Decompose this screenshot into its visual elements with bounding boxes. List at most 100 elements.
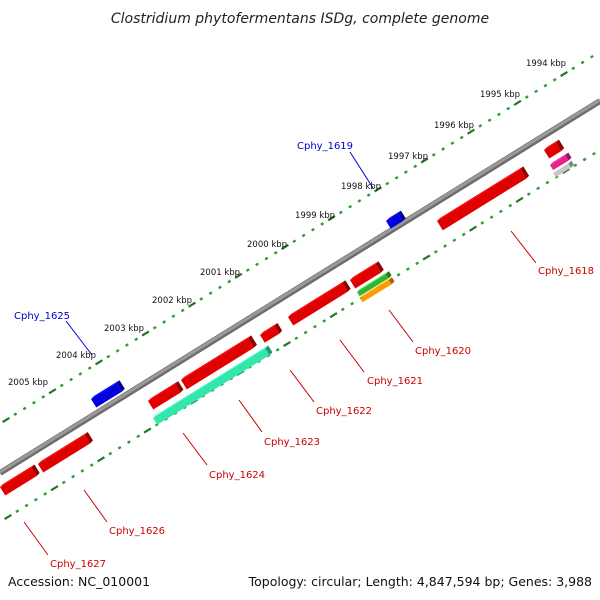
feature-orange-strip[interactable] [360, 277, 395, 303]
minor-tick [15, 509, 20, 514]
gene-label-cphy-1627[interactable]: Cphy_1627 [50, 559, 106, 570]
major-tick [95, 359, 103, 366]
feature-teal-strip[interactable] [153, 345, 273, 425]
major-tick [515, 196, 524, 203]
minor-tick [366, 193, 371, 197]
gene-cphy-1622[interactable] [260, 323, 283, 343]
gene-cphy-1627[interactable] [0, 464, 40, 496]
leader-cphy-1618 [510, 230, 537, 264]
gene-label-cphy-1626[interactable]: Cphy_1626 [109, 526, 165, 537]
minor-tick [217, 285, 222, 290]
minor-tick [573, 163, 578, 168]
leader-cphy-1619 [349, 151, 374, 189]
major-tick [422, 254, 431, 261]
minor-tick [255, 262, 260, 267]
minor-tick [580, 60, 585, 65]
minor-tick [403, 170, 408, 174]
gene-label-cphy-1621[interactable]: Cphy_1621 [367, 376, 423, 387]
major-tick [97, 456, 105, 463]
minor-tick [508, 203, 513, 208]
feature-magenta-strip[interactable] [550, 152, 572, 171]
minor-tick [41, 395, 46, 399]
gene-label-cphy-1624[interactable]: Cphy_1624 [209, 470, 265, 481]
gene-cphy-1620[interactable] [350, 261, 384, 289]
minor-tick [127, 440, 131, 444]
scale-labels: 1994 kbp 1995 kbp 1996 kbp 1997 kbp 1998… [8, 59, 566, 388]
minor-tick [357, 199, 362, 203]
genome-summary-text: Topology: circular; Length: 4,847,594 bp… [248, 574, 592, 589]
leader-cphy-1625 [65, 320, 93, 356]
accession-text: Accession: NC_010001 [8, 574, 150, 589]
major-tick [141, 330, 150, 337]
major-tick [4, 513, 12, 521]
minor-tick [396, 272, 401, 277]
minor-tick [245, 268, 250, 272]
scale-label: 2003 kbp [104, 324, 144, 334]
minor-tick [227, 279, 232, 284]
leader-cphy-1626 [83, 489, 108, 523]
minor-tick [273, 250, 278, 255]
gene-cphy-1621[interactable] [288, 280, 351, 326]
major-tick [560, 70, 568, 78]
leader-cphy-1621 [339, 339, 365, 373]
minor-tick [71, 474, 76, 479]
minor-tick [571, 66, 576, 71]
gene-cphy-1618a[interactable] [544, 139, 565, 159]
gene-labels: Cphy_1619 Cphy_1625 Cphy_1618 Cphy_1620 … [14, 141, 594, 570]
scale-ticks-outer [2, 54, 594, 424]
scale-label: 1998 kbp [341, 182, 381, 192]
minor-tick [43, 492, 48, 496]
minor-tick [350, 301, 354, 306]
gene-label-cphy-1618[interactable]: Cphy_1618 [538, 266, 594, 277]
minor-tick [292, 239, 297, 244]
minor-tick [545, 180, 550, 185]
gene-label-cphy-1623[interactable]: Cphy_1623 [264, 437, 320, 448]
minor-tick [115, 348, 120, 353]
feature-grey-strip[interactable] [553, 160, 574, 178]
minor-tick [582, 157, 587, 162]
minor-tick [136, 434, 141, 439]
gene-cphy-1623[interactable] [181, 335, 257, 390]
minor-tick [264, 256, 269, 261]
gene-cphy-1625[interactable] [91, 380, 125, 408]
major-tick [329, 312, 338, 319]
minor-tick [450, 141, 455, 146]
minor-tick [415, 261, 420, 266]
major-tick [143, 427, 152, 434]
leader-cphy-1623 [238, 399, 263, 433]
minor-tick [496, 112, 501, 117]
major-tick [188, 301, 196, 308]
gene-cphy-1618[interactable] [437, 166, 530, 231]
leader-cphy-1627 [23, 521, 49, 556]
scale-label: 1999 kbp [295, 211, 335, 221]
minor-tick [24, 503, 29, 508]
minor-tick [340, 307, 345, 312]
major-tick [327, 215, 336, 222]
leader-cphy-1620 [388, 309, 414, 343]
major-tick [513, 99, 522, 106]
minor-tick [59, 383, 64, 388]
minor-tick [22, 406, 27, 411]
minor-tick [478, 124, 483, 128]
gene-cphy-1626[interactable] [38, 432, 94, 473]
minor-tick [117, 445, 122, 450]
minor-tick [106, 354, 111, 359]
minor-tick [487, 118, 492, 123]
scale-label: 1997 kbp [388, 152, 428, 162]
minor-tick [480, 221, 485, 225]
gene-cphy-1624[interactable] [148, 381, 184, 410]
feature-green-strip[interactable] [357, 271, 392, 297]
scale-label: 1996 kbp [434, 121, 474, 131]
major-tick [420, 157, 429, 164]
map-title: Clostridium phytofermentans ISDg, comple… [111, 11, 489, 27]
minor-tick [31, 400, 36, 405]
leader-cphy-1622 [289, 369, 315, 403]
gene-cphy-1619[interactable] [386, 210, 406, 229]
gene-label-cphy-1620[interactable]: Cphy_1620 [415, 346, 471, 357]
minor-tick [433, 249, 438, 254]
gene-label-cphy-1622[interactable]: Cphy_1622 [316, 406, 372, 417]
minor-tick [208, 291, 213, 295]
gene-label-cphy-1619[interactable]: Cphy_1619 [297, 141, 353, 152]
gene-label-cphy-1625[interactable]: Cphy_1625 [14, 311, 70, 322]
minor-tick [61, 480, 66, 485]
